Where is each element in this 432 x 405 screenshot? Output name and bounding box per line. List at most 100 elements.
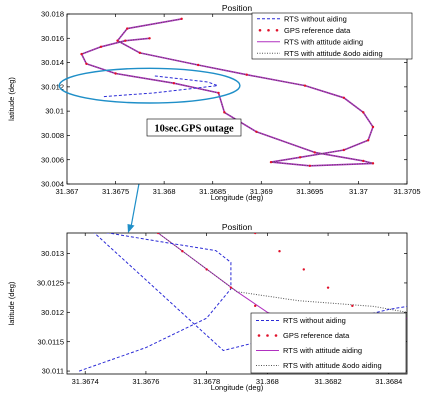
legend-entry-label: RTS with attitude aiding	[283, 346, 362, 355]
gps-point	[181, 250, 184, 253]
gps-point	[366, 139, 370, 142]
y-tick-label: 30.012	[41, 82, 64, 91]
y-tick-label: 30.01	[45, 107, 64, 116]
x-tick-label: 31.3675	[102, 187, 129, 196]
gps-point	[80, 52, 83, 56]
gps-point	[308, 164, 312, 167]
gps-point	[254, 233, 257, 235]
series-line	[157, 233, 407, 313]
gps-point	[99, 45, 103, 48]
gps-point	[362, 111, 365, 114]
gps-point	[114, 72, 117, 75]
gps-point	[245, 73, 248, 76]
gps-point	[303, 84, 307, 87]
legend-box	[251, 12, 413, 60]
legend: RTS without aiding GPS reference data RTS …	[251, 12, 413, 60]
outage-highlight-ellipse	[58, 67, 241, 104]
y-tick-label: 30.008	[41, 131, 64, 140]
series-line	[103, 75, 219, 98]
legend-entry-label: RTS without aiding	[283, 316, 346, 325]
gps-point	[138, 51, 142, 55]
series-line	[81, 18, 374, 167]
gps-point	[156, 233, 160, 235]
gps-point	[205, 268, 208, 271]
legend-marker	[266, 334, 269, 337]
gps-point	[362, 159, 365, 163]
y-tick-label: 30.012	[41, 308, 64, 317]
y-tick-label: 30.006	[41, 155, 64, 164]
gps-point	[342, 148, 346, 152]
gps-point	[223, 111, 226, 114]
gps-point	[302, 268, 305, 271]
gps-point	[116, 39, 119, 42]
series-group	[80, 17, 375, 167]
x-axis-label: Longitude (deg)	[211, 383, 264, 392]
x-axis-label: Longitude (deg)	[211, 193, 264, 202]
y-tick-label: 30.018	[41, 10, 64, 19]
x-tick-label: 31.3678	[193, 377, 220, 386]
gps-point	[351, 304, 354, 308]
legend-entry-label: GPS reference data	[284, 26, 351, 35]
y-tick-label: 30.011	[42, 367, 64, 376]
x-tick-label: 31.3684	[375, 377, 402, 386]
y-axis-label: latitude (deg)	[7, 281, 16, 325]
chart-title: Position	[222, 222, 253, 232]
gps-point	[217, 91, 220, 95]
y-tick-label: 30.016	[41, 34, 64, 43]
legend-marker	[267, 28, 270, 32]
legend-marker	[257, 334, 261, 337]
legend: RTS without aiding GPS reference data RTS …	[250, 312, 407, 374]
y-tick-label: 30.0125	[37, 279, 64, 288]
legend-marker	[275, 28, 279, 32]
series-line	[78, 233, 407, 372]
x-tick-label: 31.3676	[132, 377, 159, 386]
annotation-box	[146, 118, 242, 137]
zoom-arrow-head-icon	[127, 224, 135, 233]
legend-entry-label: RTS with attitude aiding	[284, 37, 363, 46]
legend-marker	[258, 28, 262, 32]
gps-point	[254, 304, 257, 308]
gps-point	[278, 250, 281, 253]
chart-title: Position	[222, 3, 253, 13]
gps-point	[126, 27, 129, 30]
x-tick-label: 31.3674	[72, 377, 99, 386]
y-tick-label: 30.004	[41, 180, 64, 189]
gps-point	[180, 17, 183, 21]
bottom-position-chart: Position 31.3674 31.3676 31.3678 31.368 31.36…	[7, 222, 408, 398]
legend-marker	[274, 334, 278, 337]
legend-entry-label: RTS with attitude &odo aiding	[283, 361, 382, 370]
x-tick-label: 31.3695	[296, 187, 323, 196]
annotation-text: 10sec.GPS outage	[154, 124, 234, 135]
gps-point	[85, 62, 88, 65]
y-axis-label: latitude (deg)	[7, 77, 16, 121]
legend-entry-label: RTS without aiding	[284, 14, 347, 23]
y-tick-label: 30.013	[41, 249, 64, 258]
x-tick-label: 31.3682	[315, 377, 342, 386]
gps-point	[269, 160, 273, 164]
x-tick-label: 31.367	[56, 187, 79, 196]
x-tick-label: 31.368	[256, 377, 279, 386]
y-tick-label: 30.014	[41, 58, 64, 67]
gps-point	[375, 396, 377, 398]
gps-point	[124, 39, 127, 42]
gps-point	[342, 96, 346, 99]
gps-point	[298, 156, 302, 159]
legend-entry-label: GPS reference data	[283, 331, 350, 340]
gps-point	[351, 378, 353, 380]
gps-point	[326, 286, 330, 289]
legend-box	[250, 312, 407, 374]
legend-entry-label: RTS with attitude &odo aiding	[284, 49, 383, 58]
gps-point	[172, 82, 176, 85]
x-tick-label: 31.368	[153, 187, 176, 196]
gps-point	[148, 37, 151, 40]
gps-point	[229, 286, 233, 289]
top-position-chart: Position 31.367 31.3675 31.368 31.3685 31.369…	[7, 3, 421, 202]
gps-point	[313, 151, 316, 154]
gps-point	[196, 63, 200, 67]
gps-point	[371, 162, 375, 165]
x-tick-label: 31.3685	[199, 187, 226, 196]
x-tick-label: 31.3705	[393, 187, 420, 196]
x-tick-label: 31.369	[250, 187, 273, 196]
y-tick-label: 30.0115	[37, 337, 64, 346]
